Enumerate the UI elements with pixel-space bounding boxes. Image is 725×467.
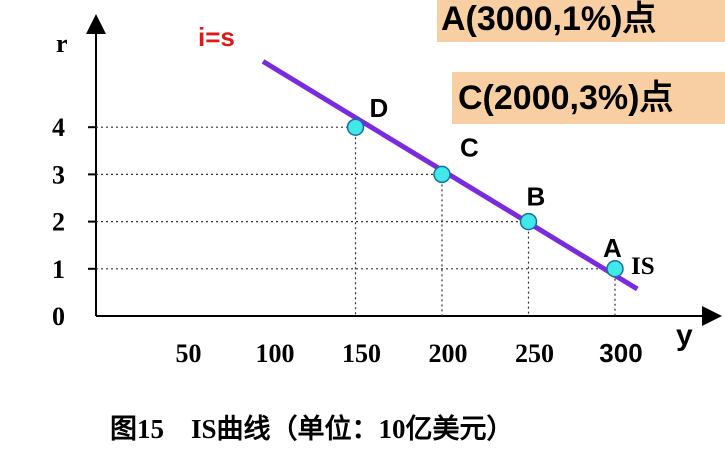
x-tick-label-100: 100 [256,339,295,368]
point-label-b: B [527,182,546,212]
y-tick-label-4: 4 [52,113,65,142]
figure-caption: 图15 IS曲线（单位：10亿美元） [110,413,514,444]
y-tick-label-3: 3 [52,160,65,189]
x-tick-label-50: 50 [176,339,202,368]
x-axis-label: y [676,319,693,352]
point-label-c: C [460,132,479,162]
equality-label: i=s [198,22,235,52]
x-tick-label-150: 150 [342,339,381,368]
point-marker-c [433,165,451,184]
point-marker-a [606,260,624,278]
curve-points: D C B A [346,93,624,278]
point-label-d: D [370,93,389,123]
callout-point-c: C(2000,3%)点 [452,72,725,124]
y-tick-label-1: 1 [52,255,65,284]
guide-lines [96,126,616,316]
point-marker-b [519,212,538,231]
point-marker-d [346,118,365,136]
is-curve-label: IS [631,253,655,280]
point-label-a: A [603,233,622,263]
tick-labels: 0 1 2 3 4 50 100 150 200 250 300 [52,113,643,368]
y-tick-label-2: 2 [52,208,65,237]
x-tick-label-300: 300 [599,338,642,368]
y-tick-label-0: 0 [52,302,65,331]
y-axis-label: r [56,29,68,58]
x-tick-label-250: 250 [515,339,554,368]
x-tick-label-200: 200 [429,339,468,368]
callout-point-a: A(3000,1%)点 [437,0,725,42]
